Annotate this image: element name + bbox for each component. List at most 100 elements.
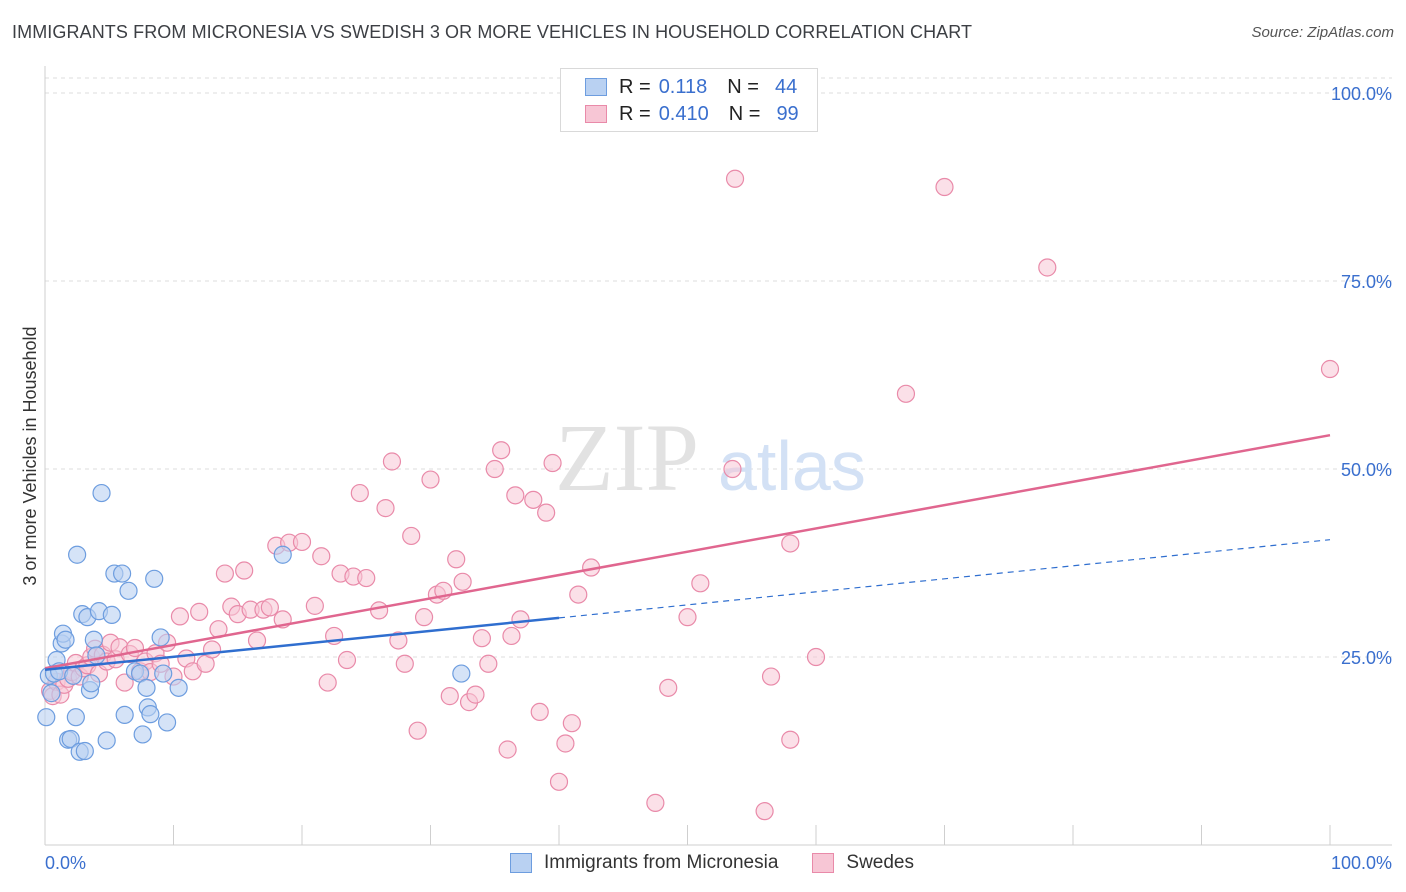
swedes-points bbox=[41, 169, 1340, 821]
n-value: 99 bbox=[776, 102, 799, 125]
swedes-point bbox=[479, 654, 498, 673]
swedes-point bbox=[312, 547, 331, 566]
micronesia-point bbox=[84, 630, 103, 649]
y-axis-title: 3 or more Vehicles in Household bbox=[20, 326, 40, 585]
swedes-point bbox=[502, 626, 521, 646]
micronesia-points bbox=[37, 483, 471, 761]
swedes-point bbox=[691, 574, 710, 593]
y-tick-label: 100.0% bbox=[1331, 84, 1392, 104]
micronesia-point bbox=[97, 731, 116, 750]
swedes-point bbox=[170, 607, 190, 626]
swedes-point bbox=[389, 631, 408, 650]
swedes-point bbox=[506, 486, 525, 505]
swedes-point bbox=[447, 550, 466, 569]
micronesia-point bbox=[42, 684, 61, 703]
swedes-point bbox=[806, 647, 826, 667]
micronesia-point bbox=[82, 674, 101, 693]
swedes-point bbox=[761, 667, 781, 686]
swedes-point bbox=[292, 532, 312, 552]
r-value: 0.410 bbox=[658, 102, 709, 125]
micronesia-point bbox=[151, 628, 170, 647]
swedes-point bbox=[511, 610, 530, 629]
y-tick-label: 75.0% bbox=[1341, 272, 1392, 292]
x-tick-label: 0.0% bbox=[45, 853, 86, 873]
swedes-point bbox=[215, 564, 234, 583]
r-label: R = bbox=[619, 102, 651, 125]
swedes-point bbox=[408, 721, 427, 740]
swedes-point bbox=[318, 673, 337, 692]
swedes-point bbox=[549, 772, 569, 791]
micronesia-point bbox=[452, 664, 471, 683]
micronesia-point bbox=[112, 564, 132, 583]
swedes-point bbox=[556, 734, 575, 753]
n-value: 44 bbox=[774, 75, 798, 98]
swedes-point bbox=[1038, 258, 1057, 277]
watermark-zip: ZIP bbox=[555, 404, 699, 511]
swedes-point bbox=[537, 503, 556, 522]
micronesia-point bbox=[169, 678, 188, 697]
source-label: Source: ZipAtlas.com bbox=[1251, 24, 1394, 41]
micronesia-point bbox=[37, 708, 56, 727]
swedes-point bbox=[466, 685, 485, 704]
swedes-point bbox=[357, 568, 376, 588]
legend-swatch-pink bbox=[812, 853, 835, 873]
y-tick-label: 25.0% bbox=[1341, 648, 1392, 668]
trend-lines bbox=[44, 433, 1331, 672]
swedes-point bbox=[402, 526, 421, 546]
micronesia-trend-line bbox=[44, 616, 560, 672]
micronesia-point bbox=[68, 545, 87, 564]
r-label: R = bbox=[619, 75, 651, 98]
swedes-point bbox=[659, 678, 678, 697]
micronesia-point bbox=[137, 678, 156, 697]
swedes-point bbox=[781, 730, 800, 749]
swedes-point bbox=[781, 534, 800, 553]
swedes-point bbox=[472, 629, 491, 648]
swedes-point bbox=[382, 452, 402, 471]
r-value: 0.118 bbox=[658, 75, 708, 98]
swedes-trend-line bbox=[44, 433, 1331, 670]
micronesia-point bbox=[154, 664, 173, 683]
legend-label: Immigrants from Micronesia bbox=[544, 852, 779, 873]
swedes-point bbox=[247, 631, 267, 650]
swedes-point bbox=[440, 687, 459, 706]
swedes-point bbox=[725, 169, 745, 188]
swedes-point bbox=[1320, 359, 1340, 379]
legend-swatch-pink bbox=[585, 105, 607, 123]
micronesia-point bbox=[115, 705, 134, 725]
micronesia-point bbox=[87, 646, 106, 665]
swedes-point bbox=[414, 608, 434, 627]
swedes-point bbox=[395, 654, 414, 673]
legend-item-swedes[interactable]: Swedes bbox=[812, 852, 914, 874]
swedes-point bbox=[376, 499, 395, 518]
swedes-point bbox=[678, 608, 697, 627]
y-tick-label: 50.0% bbox=[1341, 460, 1392, 480]
n-label: N = bbox=[728, 102, 761, 125]
correlation-legend: R = 0.118 N = 44 R = 0.410 N = 99 bbox=[560, 68, 818, 132]
swedes-point bbox=[755, 802, 774, 821]
legend-swatch-blue bbox=[585, 78, 607, 96]
x-tick-label: 100.0% bbox=[1331, 853, 1392, 873]
micronesia-point bbox=[75, 741, 94, 761]
legend-item-micronesia[interactable]: Immigrants from Micronesia bbox=[510, 852, 778, 874]
swedes-point bbox=[235, 561, 254, 580]
watermark: ZIP atlas bbox=[555, 404, 866, 511]
legend-row-swedes: R = 0.410 N = 99 bbox=[585, 102, 799, 126]
legend-row-micronesia: R = 0.118 N = 44 bbox=[585, 75, 797, 99]
swedes-point bbox=[723, 459, 742, 479]
micronesia-point bbox=[133, 725, 152, 744]
micronesia-point bbox=[102, 605, 121, 625]
swedes-point bbox=[115, 673, 134, 692]
swedes-point bbox=[543, 453, 562, 473]
n-label: N = bbox=[727, 75, 759, 98]
swedes-point bbox=[350, 483, 369, 503]
micronesia-point bbox=[61, 729, 80, 749]
micronesia-point bbox=[92, 483, 111, 503]
swedes-point bbox=[646, 793, 665, 812]
swedes-point bbox=[498, 740, 517, 759]
swedes-point bbox=[935, 177, 954, 197]
micronesia-trend-extension bbox=[558, 539, 1331, 619]
swedes-point bbox=[524, 490, 543, 509]
swedes-point bbox=[305, 596, 324, 615]
micronesia-point bbox=[273, 545, 292, 564]
